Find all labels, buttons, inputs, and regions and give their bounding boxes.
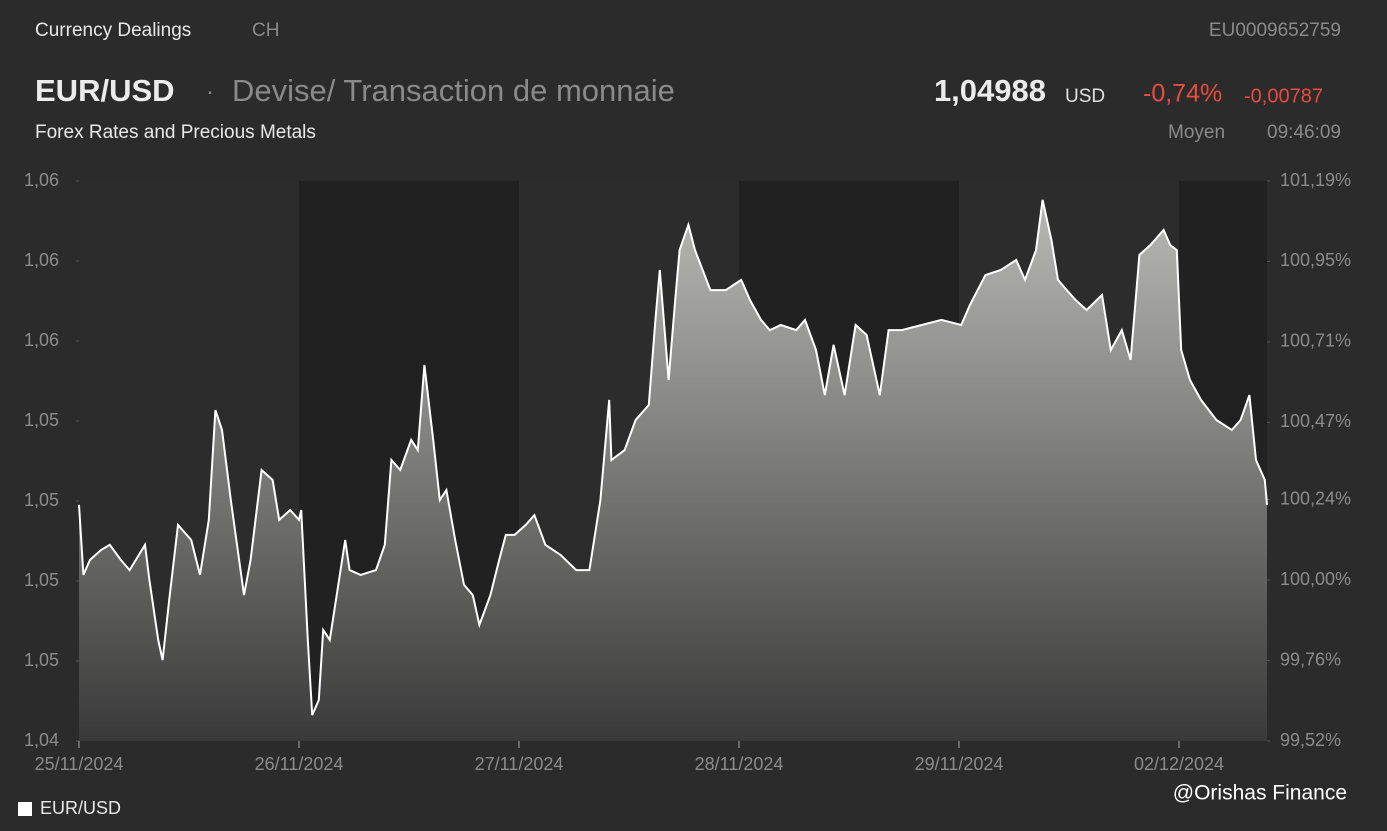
y2-tick-label: 100,47% [1280, 411, 1351, 431]
exchange: CH [252, 20, 279, 41]
watermark: @Orishas Finance [1173, 782, 1347, 805]
time: 09:46:09 [1267, 122, 1341, 143]
legend-label: EUR/USD [40, 798, 121, 818]
y2-tick-label: 100,71% [1280, 331, 1351, 351]
area-fill [79, 199, 1267, 741]
x-tick-label: 29/11/2024 [915, 754, 1004, 774]
separator: · [206, 78, 214, 105]
y-tick-label: 1,06 [24, 170, 59, 190]
price: 1,04988 [934, 73, 1046, 108]
isin: EU0009652759 [1209, 20, 1341, 41]
section-label: Currency Dealings [35, 20, 191, 41]
x-tick-label: 27/11/2024 [475, 754, 564, 774]
y-tick-label: 1,04 [24, 730, 59, 750]
x-tick-label: 25/11/2024 [35, 754, 124, 774]
change-absolute: -0,00787 [1244, 85, 1323, 107]
y-tick-label: 1,06 [24, 250, 59, 270]
y-tick-label: 1,05 [24, 650, 59, 670]
x-tick-label: 02/12/2024 [1134, 754, 1224, 774]
x-tick-label: 28/11/2024 [695, 754, 784, 774]
subtitle: Forex Rates and Precious Metals [35, 122, 316, 143]
change-percent: -0,74% [1143, 80, 1222, 108]
y-tick-label: 1,05 [24, 490, 59, 510]
y-tick-label: 1,05 [24, 410, 59, 430]
symbol: EUR/USD [35, 73, 175, 108]
description: Devise/ Transaction de monnaie [232, 73, 675, 108]
y2-tick-label: 101,19% [1280, 170, 1351, 190]
y2-tick-label: 100,00% [1280, 569, 1351, 589]
y-tick-label: 1,06 [24, 330, 59, 350]
price-line [78, 199, 1268, 716]
legend-swatch [18, 802, 32, 816]
price-type: Moyen [1168, 122, 1225, 143]
y2-tick-label: 99,76% [1280, 649, 1341, 669]
currency: USD [1065, 86, 1105, 107]
y2-tick-label: 99,52% [1280, 730, 1341, 750]
x-tick-label: 26/11/2024 [255, 754, 344, 774]
y2-tick-label: 100,24% [1280, 488, 1351, 508]
y2-tick-label: 100,95% [1280, 250, 1351, 270]
y-tick-label: 1,05 [24, 570, 59, 590]
